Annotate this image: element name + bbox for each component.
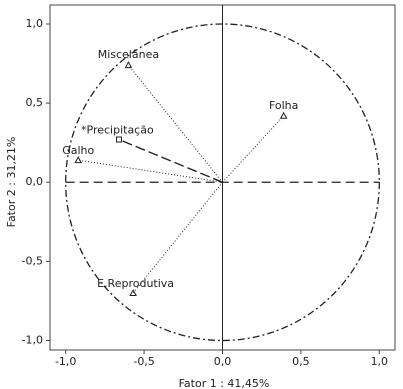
point — [116, 136, 122, 143]
loading-vector — [222, 115, 285, 183]
x-axis-label: Fator 1 : 41,45% — [179, 377, 270, 389]
point-label: E.Reprodutiva — [97, 277, 174, 290]
x-tick-label: -1,0 — [55, 355, 76, 368]
point — [74, 156, 83, 164]
x-tick-label: 0,5 — [292, 355, 310, 368]
y-tick-label: 0,5 — [26, 96, 44, 109]
loading-vector — [128, 64, 223, 183]
x-tick-label: 1,0 — [371, 355, 389, 368]
y-tick-label: -1,0 — [22, 334, 43, 347]
point — [124, 61, 133, 69]
y-tick-label: -0,5 — [22, 254, 43, 267]
y-axis-label: Fator 2 : 31,21% — [5, 137, 18, 228]
point-label: *Precipitação — [81, 124, 154, 137]
loading-vector — [118, 138, 223, 183]
y-tick-label: 1,0 — [26, 17, 44, 30]
x-tick-label: -0,5 — [133, 355, 154, 368]
point-label: Galho — [62, 144, 94, 157]
y-tick-label: 0,0 — [26, 175, 44, 188]
point — [129, 288, 137, 297]
point-label: Miscelânea — [98, 48, 159, 61]
loading-vector — [78, 159, 223, 183]
point-label: Folha — [269, 99, 298, 112]
point — [279, 111, 288, 119]
x-tick-label: 0,0 — [214, 355, 232, 368]
